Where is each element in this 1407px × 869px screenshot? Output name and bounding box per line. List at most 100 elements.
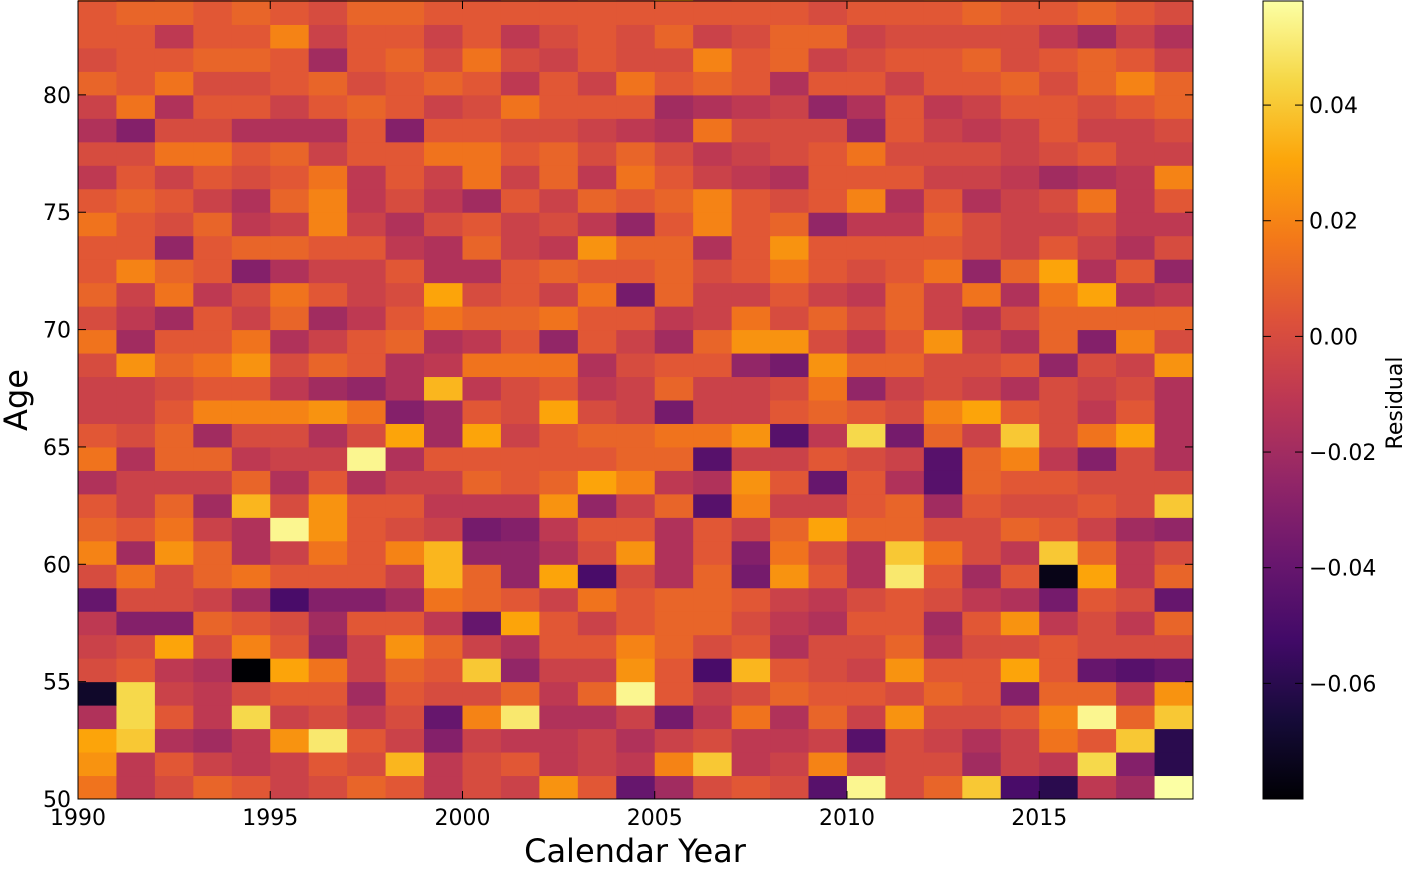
heatmap-cell xyxy=(808,540,848,565)
heatmap-cell xyxy=(616,540,656,565)
heatmap-cell xyxy=(885,564,925,589)
heatmap-cell xyxy=(808,141,848,166)
heatmap-cell xyxy=(577,611,617,636)
heatmap-cell xyxy=(1077,165,1117,190)
heatmap-cell xyxy=(962,306,1002,331)
heatmap-cell xyxy=(923,658,963,683)
heatmap-cell xyxy=(78,118,117,143)
heatmap-cell xyxy=(693,587,733,612)
heatmap-cell xyxy=(846,634,886,659)
heatmap-cell xyxy=(231,470,271,495)
heatmap-cell xyxy=(1077,587,1117,612)
heatmap-cell xyxy=(1000,235,1040,260)
heatmap-cell xyxy=(731,517,771,542)
heatmap-cell xyxy=(270,587,310,612)
heatmap-cell xyxy=(616,493,656,518)
heatmap-cell xyxy=(539,423,579,448)
heatmap-cell xyxy=(962,517,1002,542)
heatmap-cell xyxy=(116,1,156,25)
x-tick-label: 2000 xyxy=(434,806,490,831)
heatmap-cell xyxy=(347,188,387,213)
heatmap-cell xyxy=(539,658,579,683)
heatmap-cell xyxy=(962,71,1002,96)
heatmap-cell xyxy=(424,259,463,284)
heatmap-cell xyxy=(1000,282,1040,307)
heatmap-cell xyxy=(885,752,925,777)
heatmap-cell xyxy=(962,188,1002,213)
heatmap-cell xyxy=(1154,24,1194,49)
heatmap-cell xyxy=(231,540,271,565)
heatmap-cell xyxy=(577,400,617,424)
heatmap-cell xyxy=(500,71,540,96)
heatmap-cell xyxy=(193,71,233,96)
heatmap-cell xyxy=(500,423,540,448)
heatmap-cell xyxy=(500,329,540,354)
heatmap-cell xyxy=(654,470,694,495)
heatmap-cell xyxy=(1116,376,1156,401)
heatmap-cell xyxy=(808,212,848,237)
heatmap-cell xyxy=(731,775,771,800)
heatmap-cell xyxy=(962,376,1002,401)
heatmap-cell xyxy=(1154,564,1194,589)
heatmap-cell xyxy=(770,24,810,49)
heatmap-cell xyxy=(731,470,771,495)
heatmap-cell xyxy=(193,634,233,659)
heatmap-cell xyxy=(1154,752,1194,777)
heatmap-cell xyxy=(231,259,271,284)
heatmap-cell xyxy=(808,1,848,25)
heatmap-cell xyxy=(270,705,310,730)
heatmap-cell xyxy=(1154,353,1194,378)
heatmap-cell xyxy=(154,1,194,25)
heatmap-cell xyxy=(693,1,733,25)
heatmap-cell xyxy=(270,470,310,495)
colorbar-tick-label: −0.06 xyxy=(1309,672,1376,697)
heatmap-cell xyxy=(1154,188,1194,213)
heatmap-cell xyxy=(539,188,579,213)
heatmap-cell xyxy=(1000,400,1040,424)
heatmap-cell xyxy=(462,493,502,518)
heatmap-cell xyxy=(1116,587,1156,612)
heatmap-cell xyxy=(962,94,1002,119)
heatmap-cell xyxy=(1154,423,1194,448)
heatmap-cell xyxy=(1154,306,1194,331)
heatmap-cell xyxy=(385,47,425,72)
heatmap-cell xyxy=(424,540,463,565)
heatmap-cell xyxy=(1000,188,1040,213)
heatmap-cell xyxy=(1116,47,1156,72)
heatmap-cell xyxy=(616,94,656,119)
heatmap-cell xyxy=(616,611,656,636)
heatmap-cell xyxy=(1116,353,1156,378)
heatmap-cell xyxy=(270,353,310,378)
heatmap-cell xyxy=(193,446,233,471)
heatmap-cell xyxy=(770,446,810,471)
heatmap-cell xyxy=(923,94,963,119)
heatmap-cell xyxy=(654,423,694,448)
heatmap-cell xyxy=(116,165,156,190)
y-tick-label: 75 xyxy=(43,201,71,226)
heatmap-cell xyxy=(1000,306,1040,331)
heatmap-cell xyxy=(923,728,963,753)
heatmap-cell xyxy=(1077,517,1117,542)
heatmap-cell xyxy=(577,259,617,284)
heatmap-cell xyxy=(616,165,656,190)
heatmap-cell xyxy=(308,470,348,495)
heatmap-cell xyxy=(923,446,963,471)
heatmap-cell xyxy=(885,705,925,730)
heatmap-cell xyxy=(885,141,925,166)
heatmap-cell xyxy=(116,47,156,72)
heatmap-cell xyxy=(539,587,579,612)
heatmap-cell xyxy=(770,634,810,659)
heatmap-cell xyxy=(1000,118,1040,143)
heatmap-cell xyxy=(385,71,425,96)
heatmap-cell xyxy=(846,423,886,448)
heatmap-cell xyxy=(808,775,848,800)
heatmap-cell xyxy=(923,1,963,25)
heatmap-cell xyxy=(693,564,733,589)
heatmap-cell xyxy=(78,1,117,25)
heatmap-cell xyxy=(116,71,156,96)
heatmap-cell xyxy=(693,423,733,448)
heatmap-cell xyxy=(116,212,156,237)
heatmap-cell xyxy=(231,141,271,166)
heatmap-cell xyxy=(808,71,848,96)
heatmap-cell xyxy=(577,634,617,659)
